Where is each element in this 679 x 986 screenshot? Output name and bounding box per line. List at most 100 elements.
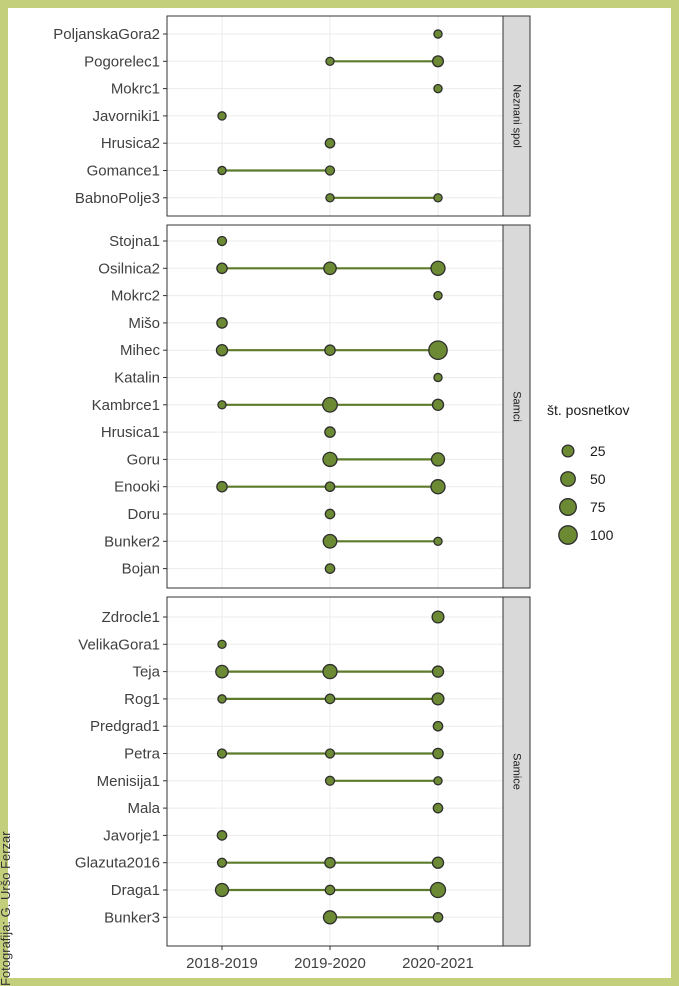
legend-label: 25 — [590, 443, 606, 459]
row-label: Hrusica2 — [101, 135, 160, 152]
data-point — [324, 344, 336, 357]
legend-key — [561, 444, 575, 458]
facet-panel: Stojna1 Osilnica2 Mokrc2 Mišo Mihec Katalin Ka… — [92, 224, 531, 589]
data-point — [430, 260, 446, 276]
legend-label: 75 — [590, 499, 606, 515]
data-point — [324, 165, 336, 176]
facet-panel: Zdrocle1 VelikaGora1 Teja Rog1 Predgrad1 Petr… — [75, 596, 531, 947]
row-label: Hrusica1 — [101, 424, 160, 441]
data-point — [216, 830, 228, 841]
data-point — [431, 692, 445, 706]
data-point — [431, 398, 445, 412]
row-label: Mihec — [120, 342, 161, 359]
data-point — [216, 317, 228, 329]
row-label: Draga1 — [111, 882, 160, 899]
data-point — [324, 508, 336, 520]
data-point — [325, 56, 335, 67]
facet-strip — [502, 15, 531, 217]
data-point — [324, 426, 336, 438]
row-label: Glazuta2016 — [75, 855, 160, 872]
legend-label: 50 — [590, 471, 606, 487]
data-point — [216, 857, 228, 868]
row-label: Gomance1 — [87, 163, 160, 180]
data-point — [322, 533, 338, 549]
facet-strip-label: Samci — [511, 391, 523, 422]
legend-key — [559, 498, 577, 516]
row-label: Predgrad1 — [90, 718, 160, 735]
x-tick-label: 2018-2019 — [186, 955, 258, 972]
row-label: Zdrocle1 — [102, 609, 160, 626]
data-point — [215, 344, 229, 357]
data-point — [433, 193, 443, 203]
row-label: Teja — [132, 664, 160, 681]
data-point — [430, 452, 446, 467]
row-label: Pogorelec1 — [84, 53, 160, 70]
data-point — [324, 693, 336, 705]
row-label: VelikaGora1 — [78, 636, 160, 653]
row-label: BabnoPolje3 — [75, 190, 160, 207]
data-point — [325, 193, 335, 203]
facet-panel: PoljanskaGora2 Pogorelec1 Mokrc1 Javorniki1… — [53, 15, 531, 217]
data-point — [432, 911, 444, 923]
x-tick-label: 2020-2021 — [402, 955, 474, 972]
legend-key — [560, 471, 576, 487]
row-label: Goru — [127, 451, 160, 468]
row-label: Rog1 — [124, 691, 160, 708]
row-label: Kambrce1 — [92, 397, 160, 414]
data-point — [217, 694, 227, 704]
data-point — [429, 881, 447, 899]
row-label: Doru — [127, 506, 160, 523]
size-legend: št. posnetkov 25 50 75 100 — [547, 402, 630, 545]
data-point — [217, 111, 227, 121]
row-label: Mokrc2 — [111, 288, 160, 305]
legend-title: št. posnetkov — [547, 402, 630, 418]
x-tick-label: 2019-2020 — [294, 955, 366, 972]
row-label: Enooki — [114, 479, 160, 496]
data-point — [432, 802, 444, 814]
row-label: Bunker2 — [104, 533, 160, 550]
row-label: Bojan — [122, 561, 160, 578]
data-point — [431, 856, 445, 869]
data-point — [217, 165, 227, 176]
data-point — [324, 137, 336, 149]
legend-label: 100 — [590, 527, 614, 543]
row-label: Osilnica2 — [98, 260, 160, 277]
row-label: Mala — [127, 800, 160, 817]
data-point — [433, 372, 443, 383]
data-point — [216, 748, 228, 759]
data-point — [322, 663, 338, 680]
row-label: Stojna1 — [109, 233, 160, 250]
data-point — [322, 910, 338, 925]
data-point — [431, 665, 445, 678]
data-point — [433, 83, 443, 94]
row-label: Mišo — [128, 315, 160, 332]
data-point — [324, 481, 336, 493]
data-point — [433, 776, 443, 786]
data-point — [217, 400, 227, 410]
photo-credit: Fotografija: G. Uršo Ferzar — [0, 831, 13, 986]
data-point — [432, 747, 444, 760]
data-point — [324, 563, 336, 574]
data-point — [428, 340, 448, 361]
data-point — [322, 451, 338, 468]
data-point — [431, 55, 445, 68]
facet-strip-label: Neznani spol — [511, 84, 523, 148]
data-point — [432, 720, 444, 732]
row-label: PoljanskaGora2 — [53, 26, 160, 43]
data-point — [433, 29, 443, 39]
data-point — [216, 262, 228, 275]
data-point — [217, 639, 227, 650]
legend-key — [558, 525, 578, 545]
data-point — [215, 664, 229, 679]
data-point — [430, 479, 446, 495]
data-point — [431, 610, 445, 624]
data-point — [433, 290, 443, 301]
data-point — [324, 748, 336, 759]
row-label: Petra — [124, 746, 161, 763]
row-label: Menisija1 — [97, 773, 160, 790]
data-point — [214, 882, 230, 898]
row-label: Katalin — [114, 370, 160, 387]
data-point — [322, 396, 338, 413]
